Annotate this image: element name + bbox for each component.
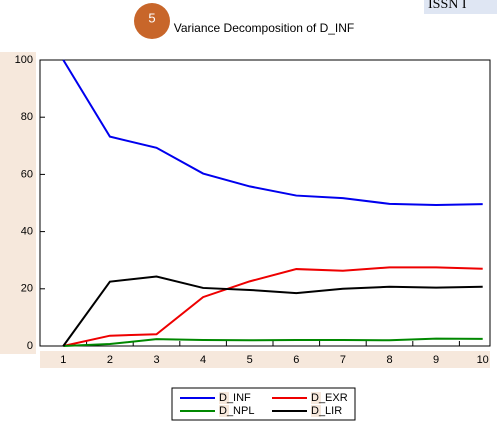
issn-text: ISSN I <box>428 0 467 12</box>
series-line <box>63 337 483 347</box>
y-tick-label: 20 <box>21 283 33 295</box>
label-highlight <box>311 405 321 417</box>
issn-bg <box>424 0 497 14</box>
legend-label: D_EXR <box>311 392 348 404</box>
series-line <box>62 275 483 347</box>
x-tick-label: 3 <box>153 354 159 366</box>
series-line <box>63 266 483 347</box>
label-highlight <box>219 392 229 404</box>
x-tick-label: 2 <box>107 354 113 366</box>
label-highlight <box>0 52 36 354</box>
legend-label: D_NPL <box>219 405 254 417</box>
x-tick-label: 9 <box>433 354 439 366</box>
legend-label: D_LIR <box>311 405 342 417</box>
x-tick-label: 6 <box>293 354 299 366</box>
badge <box>134 3 170 39</box>
x-tick-label: 10 <box>477 354 489 366</box>
x-tick-label: 4 <box>200 354 206 366</box>
badge-text: 5 <box>148 10 155 25</box>
x-tick-label: 8 <box>386 354 392 366</box>
series-line <box>62 59 483 207</box>
x-tick-label: 1 <box>60 354 66 366</box>
y-tick-label: 60 <box>21 168 33 180</box>
legend-box <box>171 387 356 421</box>
label-highlight <box>40 351 490 368</box>
x-tick-label: 7 <box>340 354 346 366</box>
plot-frame <box>39 59 491 347</box>
y-tick-label: 40 <box>21 226 33 238</box>
y-tick-label: 100 <box>15 54 33 66</box>
y-tick-label: 80 <box>21 111 33 123</box>
label-highlight <box>219 405 229 417</box>
x-tick-label: 5 <box>247 354 253 366</box>
chart-title: Variance Decomposition of D_INF <box>174 21 355 35</box>
y-tick-label: 0 <box>27 340 33 352</box>
label-highlight <box>311 392 321 404</box>
legend-label: D_INF <box>219 392 251 404</box>
